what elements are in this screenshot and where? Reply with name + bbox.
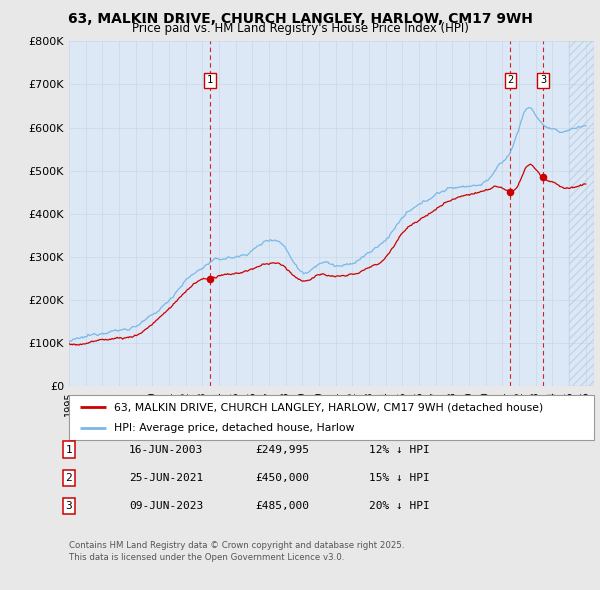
Text: £249,995: £249,995: [255, 445, 309, 454]
FancyBboxPatch shape: [69, 395, 594, 440]
Text: 63, MALKIN DRIVE, CHURCH LANGLEY, HARLOW, CM17 9WH: 63, MALKIN DRIVE, CHURCH LANGLEY, HARLOW…: [68, 12, 532, 26]
Text: 12% ↓ HPI: 12% ↓ HPI: [369, 445, 430, 454]
Text: £450,000: £450,000: [255, 473, 309, 483]
Text: This data is licensed under the Open Government Licence v3.0.: This data is licensed under the Open Gov…: [69, 553, 344, 562]
Text: Contains HM Land Registry data © Crown copyright and database right 2025.: Contains HM Land Registry data © Crown c…: [69, 541, 404, 550]
Text: 09-JUN-2023: 09-JUN-2023: [129, 502, 203, 511]
Text: Price paid vs. HM Land Registry's House Price Index (HPI): Price paid vs. HM Land Registry's House …: [131, 22, 469, 35]
Text: 3: 3: [65, 502, 73, 511]
Text: 16-JUN-2003: 16-JUN-2003: [129, 445, 203, 454]
Text: 3: 3: [540, 75, 546, 85]
Text: 15% ↓ HPI: 15% ↓ HPI: [369, 473, 430, 483]
Text: 1: 1: [207, 75, 213, 85]
Text: 25-JUN-2021: 25-JUN-2021: [129, 473, 203, 483]
Text: 20% ↓ HPI: 20% ↓ HPI: [369, 502, 430, 511]
Text: 2: 2: [65, 473, 73, 483]
Text: 1: 1: [65, 445, 73, 454]
Text: 63, MALKIN DRIVE, CHURCH LANGLEY, HARLOW, CM17 9WH (detached house): 63, MALKIN DRIVE, CHURCH LANGLEY, HARLOW…: [113, 402, 543, 412]
Text: £485,000: £485,000: [255, 502, 309, 511]
Text: 2: 2: [507, 75, 514, 85]
Text: HPI: Average price, detached house, Harlow: HPI: Average price, detached house, Harl…: [113, 422, 354, 432]
